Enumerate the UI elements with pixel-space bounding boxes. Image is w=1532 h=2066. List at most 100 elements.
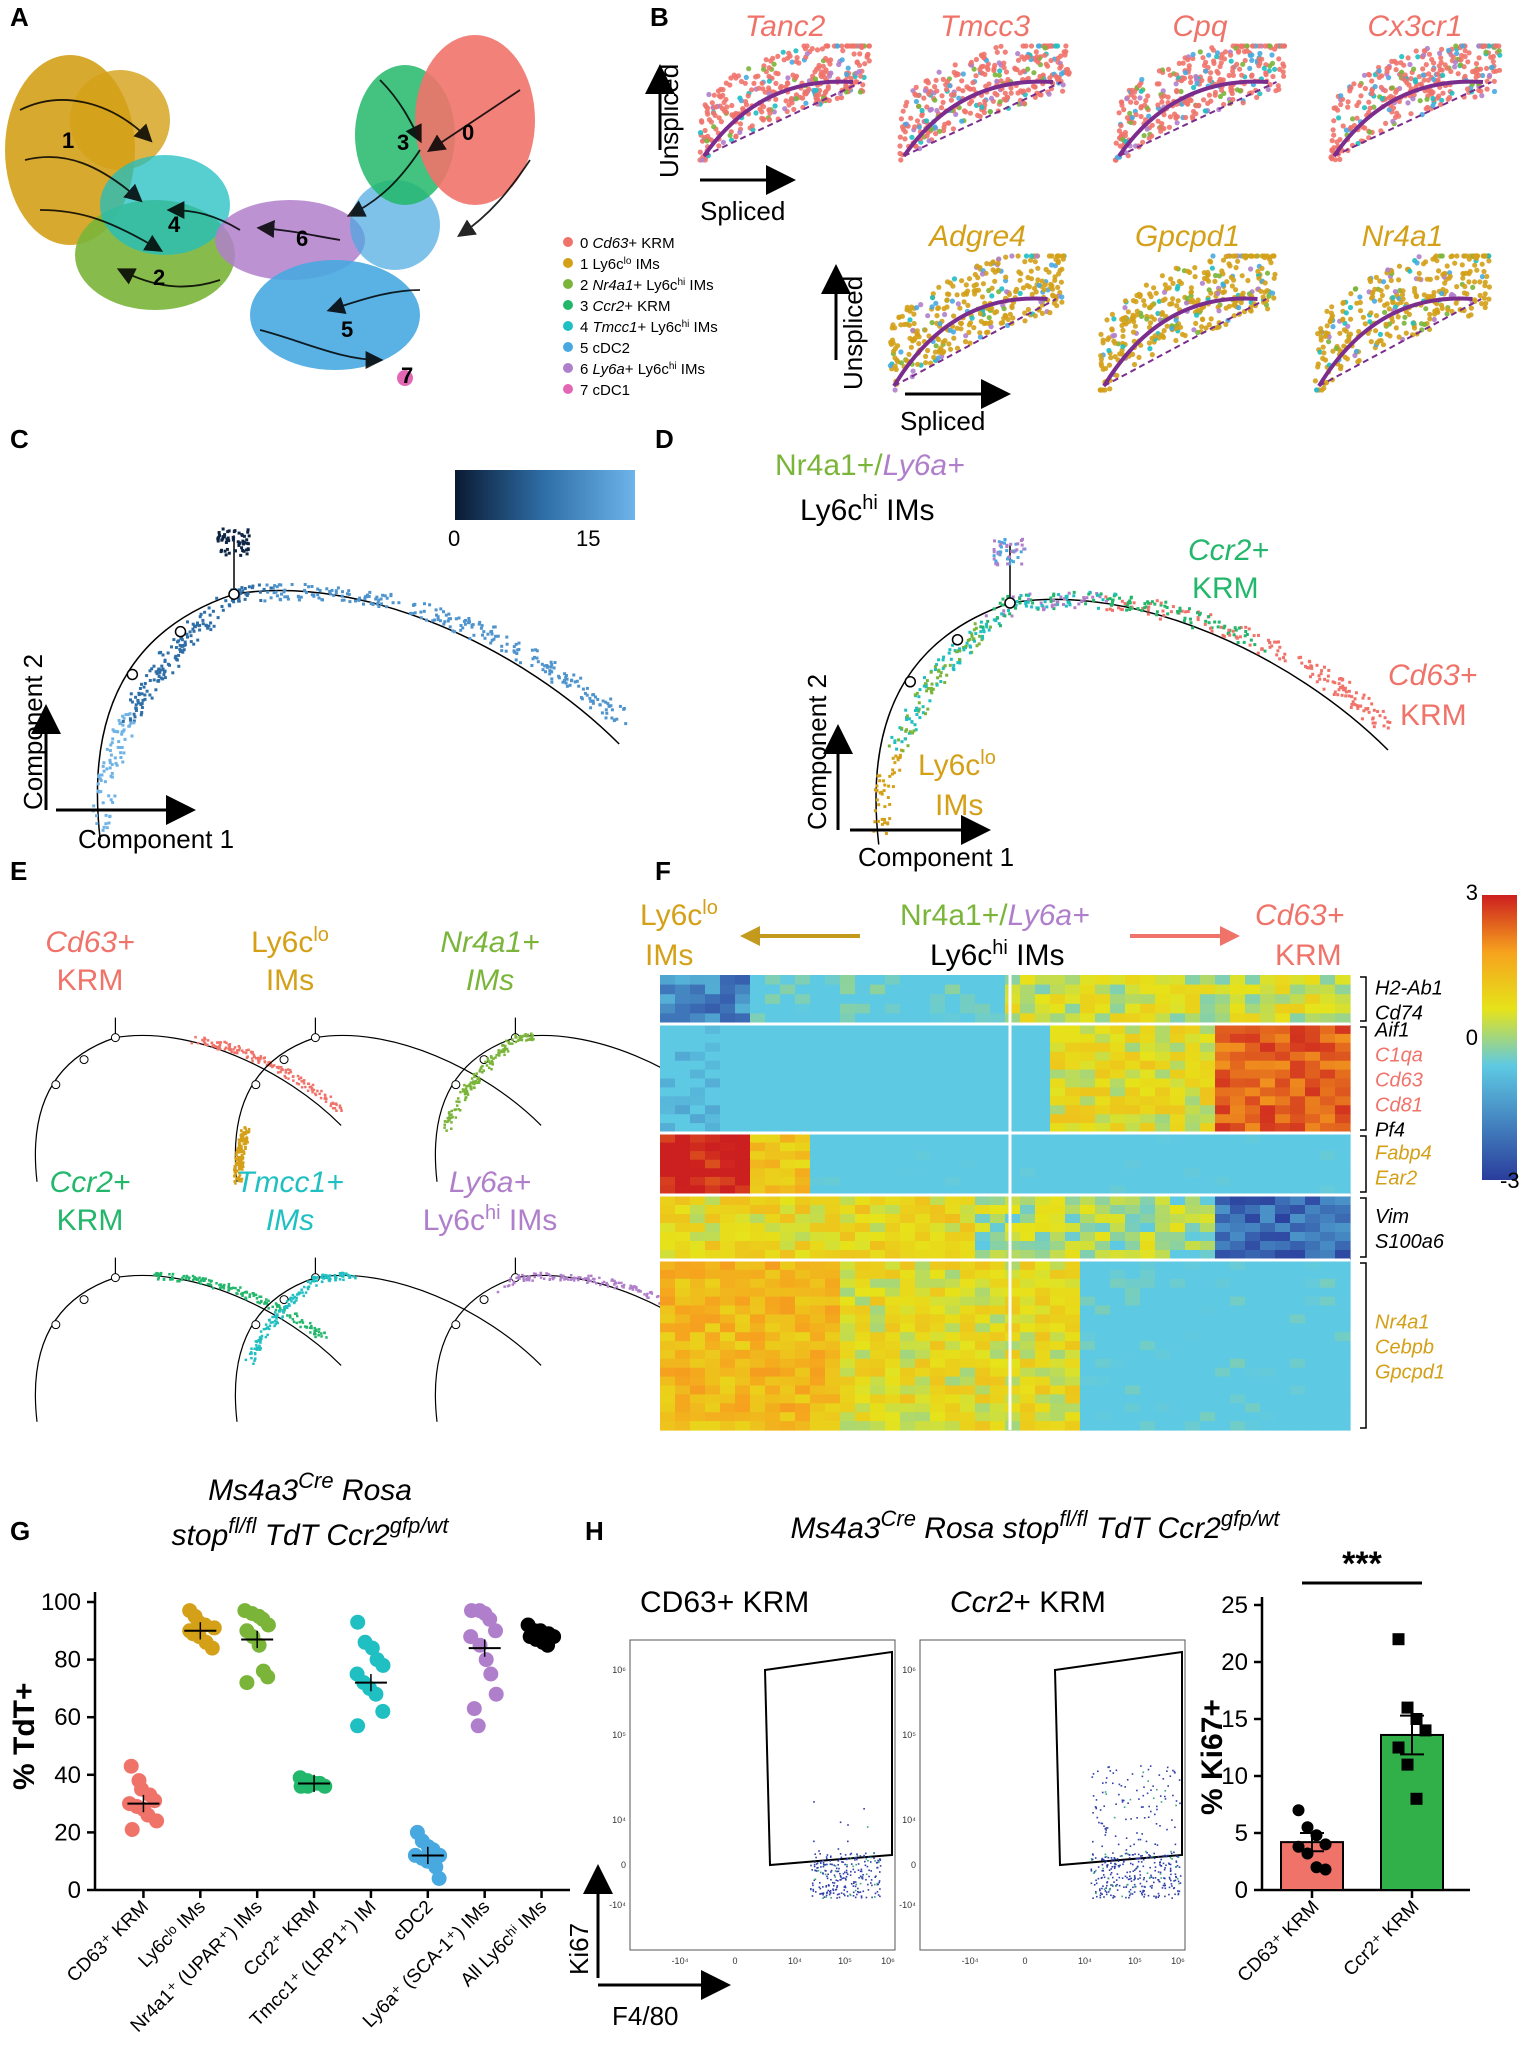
cluster-cell — [1010, 550, 1014, 553]
phase-cell — [1388, 277, 1394, 284]
phase-cell — [1161, 328, 1167, 334]
phase-cell — [1208, 98, 1214, 104]
facet-cell — [520, 1038, 524, 1042]
phase-cell — [1195, 329, 1201, 336]
cluster-cell — [1011, 595, 1015, 599]
facet-cell — [237, 1178, 240, 1181]
cluster-cell — [998, 550, 1002, 554]
cluster-cell — [1331, 680, 1335, 684]
facet-cell — [511, 1283, 515, 1286]
cluster-cell — [1105, 608, 1109, 612]
facet-cell — [478, 1068, 482, 1071]
phase-cell — [1203, 325, 1209, 331]
phase-cell — [802, 89, 808, 95]
cluster-cell — [1203, 622, 1207, 626]
phase-cell — [1165, 94, 1171, 100]
legend-entry: 6 Ly6a+ Ly6chi IMs — [580, 361, 705, 379]
facet-cell — [199, 1282, 203, 1285]
facet-cell — [295, 1312, 298, 1315]
phase-cell — [697, 130, 704, 136]
phase-cell — [1003, 254, 1009, 260]
pseudotime-cell — [442, 622, 446, 626]
phase-cell — [955, 71, 961, 77]
heatmap-cell — [885, 1042, 901, 1053]
phase-cell — [1233, 253, 1239, 259]
phase-cell — [1439, 97, 1445, 103]
facet-cell — [256, 1300, 260, 1304]
facet-cell — [252, 1053, 256, 1057]
facet-cell — [341, 1271, 344, 1275]
pseudotime-cell — [397, 601, 401, 605]
heatmap-cell — [1245, 1033, 1261, 1044]
heatmap-cell — [1260, 984, 1276, 995]
pseudotime-cell — [564, 675, 568, 679]
phase-cell — [1001, 315, 1007, 321]
facet-cell — [214, 1045, 217, 1048]
phase-cell — [1046, 253, 1052, 259]
cluster-cell — [1066, 600, 1070, 604]
phase-cell — [819, 46, 826, 52]
gene-title: Adgre4 — [927, 220, 1026, 253]
facet-cell — [647, 1296, 650, 1299]
phase-cell — [1176, 60, 1182, 66]
phase-cell — [1122, 129, 1128, 136]
phase-cell — [1247, 52, 1253, 59]
phase-cell — [711, 124, 717, 130]
pseudotime-cell — [238, 541, 242, 545]
phase-cell — [1345, 323, 1351, 329]
phase-cell — [1464, 291, 1470, 297]
pseudotime-cell — [448, 625, 452, 629]
phase-cell — [940, 99, 946, 105]
heatmap-cell — [780, 1033, 796, 1044]
facet-cell — [334, 1102, 338, 1105]
facet-cell — [259, 1339, 262, 1343]
pseudotime-cell — [163, 676, 167, 680]
facet-cell — [591, 1277, 595, 1281]
cluster-cell — [977, 642, 981, 646]
phase-cell — [1146, 340, 1152, 346]
facet-cell — [233, 1180, 236, 1183]
pseudotime-cell — [433, 618, 437, 622]
phase-cell — [1034, 54, 1040, 60]
phase-cell — [1486, 296, 1492, 302]
heatmap-cell — [1035, 1042, 1051, 1053]
heatmap-cell — [690, 1025, 706, 1035]
heatmap-cell — [1200, 1042, 1216, 1053]
facet-cell — [511, 1042, 514, 1045]
pseudotime-cell — [122, 716, 126, 720]
phase-cell — [926, 333, 932, 339]
phase-cell — [1009, 253, 1015, 259]
cluster-cell — [1025, 593, 1028, 597]
phase-cell — [898, 116, 905, 122]
facet-cell — [216, 1045, 219, 1049]
facet-cell — [215, 1041, 219, 1044]
heatmap-cell — [750, 994, 766, 1005]
heatmap-cell — [1125, 994, 1141, 1005]
phase-cell — [1358, 93, 1364, 99]
pseudotime-cell — [183, 643, 187, 647]
facet-cell — [592, 1280, 596, 1284]
facet-cell — [317, 1334, 320, 1337]
phase-cell — [898, 349, 904, 355]
facet-cell — [589, 1279, 592, 1283]
cluster-cell — [1008, 562, 1012, 566]
phase-cell — [1382, 302, 1388, 308]
pseudotime-cell — [607, 704, 611, 708]
phase-cell — [823, 43, 829, 49]
heatmap-cell — [1005, 1003, 1021, 1014]
cluster-cell — [1196, 616, 1200, 620]
phase-cell — [993, 45, 999, 51]
phase-cell — [951, 92, 957, 98]
facet-cell — [468, 1084, 472, 1087]
phase-cell — [708, 137, 714, 143]
phase-cell — [793, 48, 799, 54]
facet-cell — [235, 1153, 238, 1157]
phase-cell — [1043, 61, 1049, 67]
heatmap-cell — [1215, 975, 1231, 986]
pseudotime-cell — [186, 635, 189, 639]
cluster-cell — [890, 735, 894, 739]
cluster-cell — [1283, 659, 1287, 663]
pseudotime-cell — [137, 693, 141, 697]
cluster-cell — [1273, 640, 1277, 644]
cluster-cell — [999, 545, 1003, 549]
